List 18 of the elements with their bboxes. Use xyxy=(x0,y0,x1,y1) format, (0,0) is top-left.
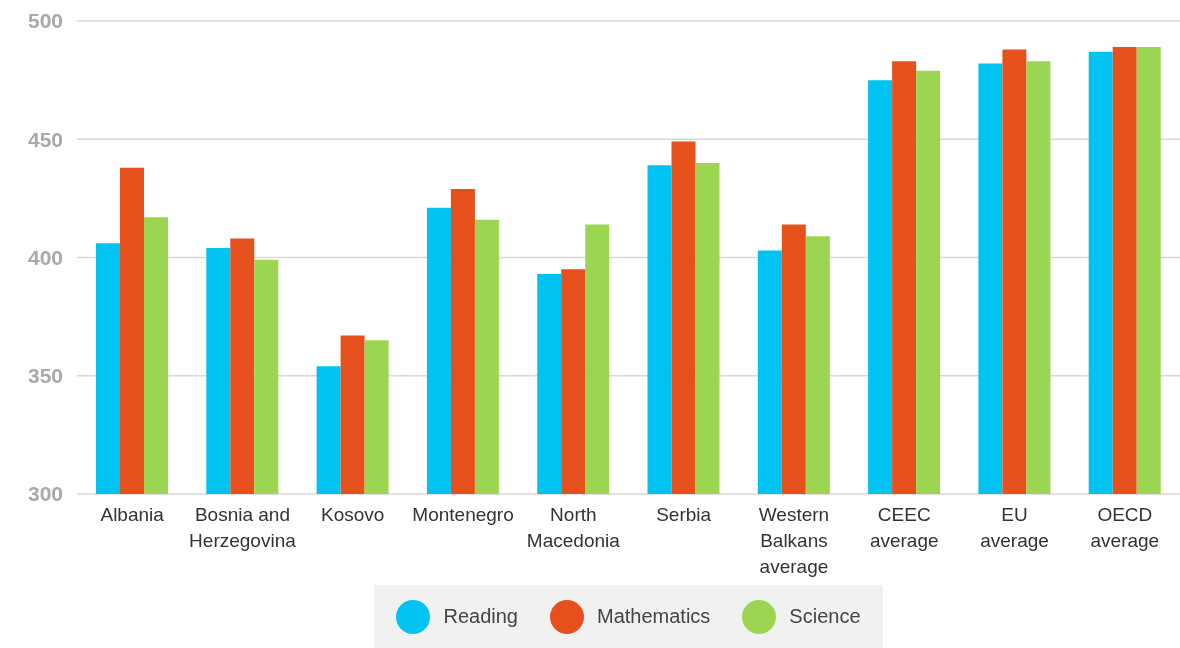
y-tick-label: 300 xyxy=(27,482,63,506)
x-tick-label: Bosnia and Herzegovina xyxy=(189,504,297,551)
x-tick-label: EU average xyxy=(980,504,1049,551)
x-tick-label: Montenegro xyxy=(412,504,514,525)
y-tick-label: 400 xyxy=(27,245,63,269)
y-tick-label: 500 xyxy=(27,9,63,33)
x-tick-label: North Macedonia xyxy=(526,504,621,551)
x-tick-label: Albania xyxy=(100,504,165,525)
legend-label: Science xyxy=(789,605,861,628)
x-tick-label: OECD average xyxy=(1090,504,1160,551)
y-tick-label: 450 xyxy=(27,127,63,151)
x-tick-label: Kosovo xyxy=(321,504,385,525)
legend-label: Reading xyxy=(443,605,518,628)
x-tick-label: Serbia xyxy=(656,504,712,525)
x-tick-label: CEEC average xyxy=(869,504,939,551)
x-tick-label: Western Balkans average xyxy=(758,504,830,577)
y-tick-label: 350 xyxy=(27,364,63,388)
legend-label: Mathematics xyxy=(596,605,711,628)
